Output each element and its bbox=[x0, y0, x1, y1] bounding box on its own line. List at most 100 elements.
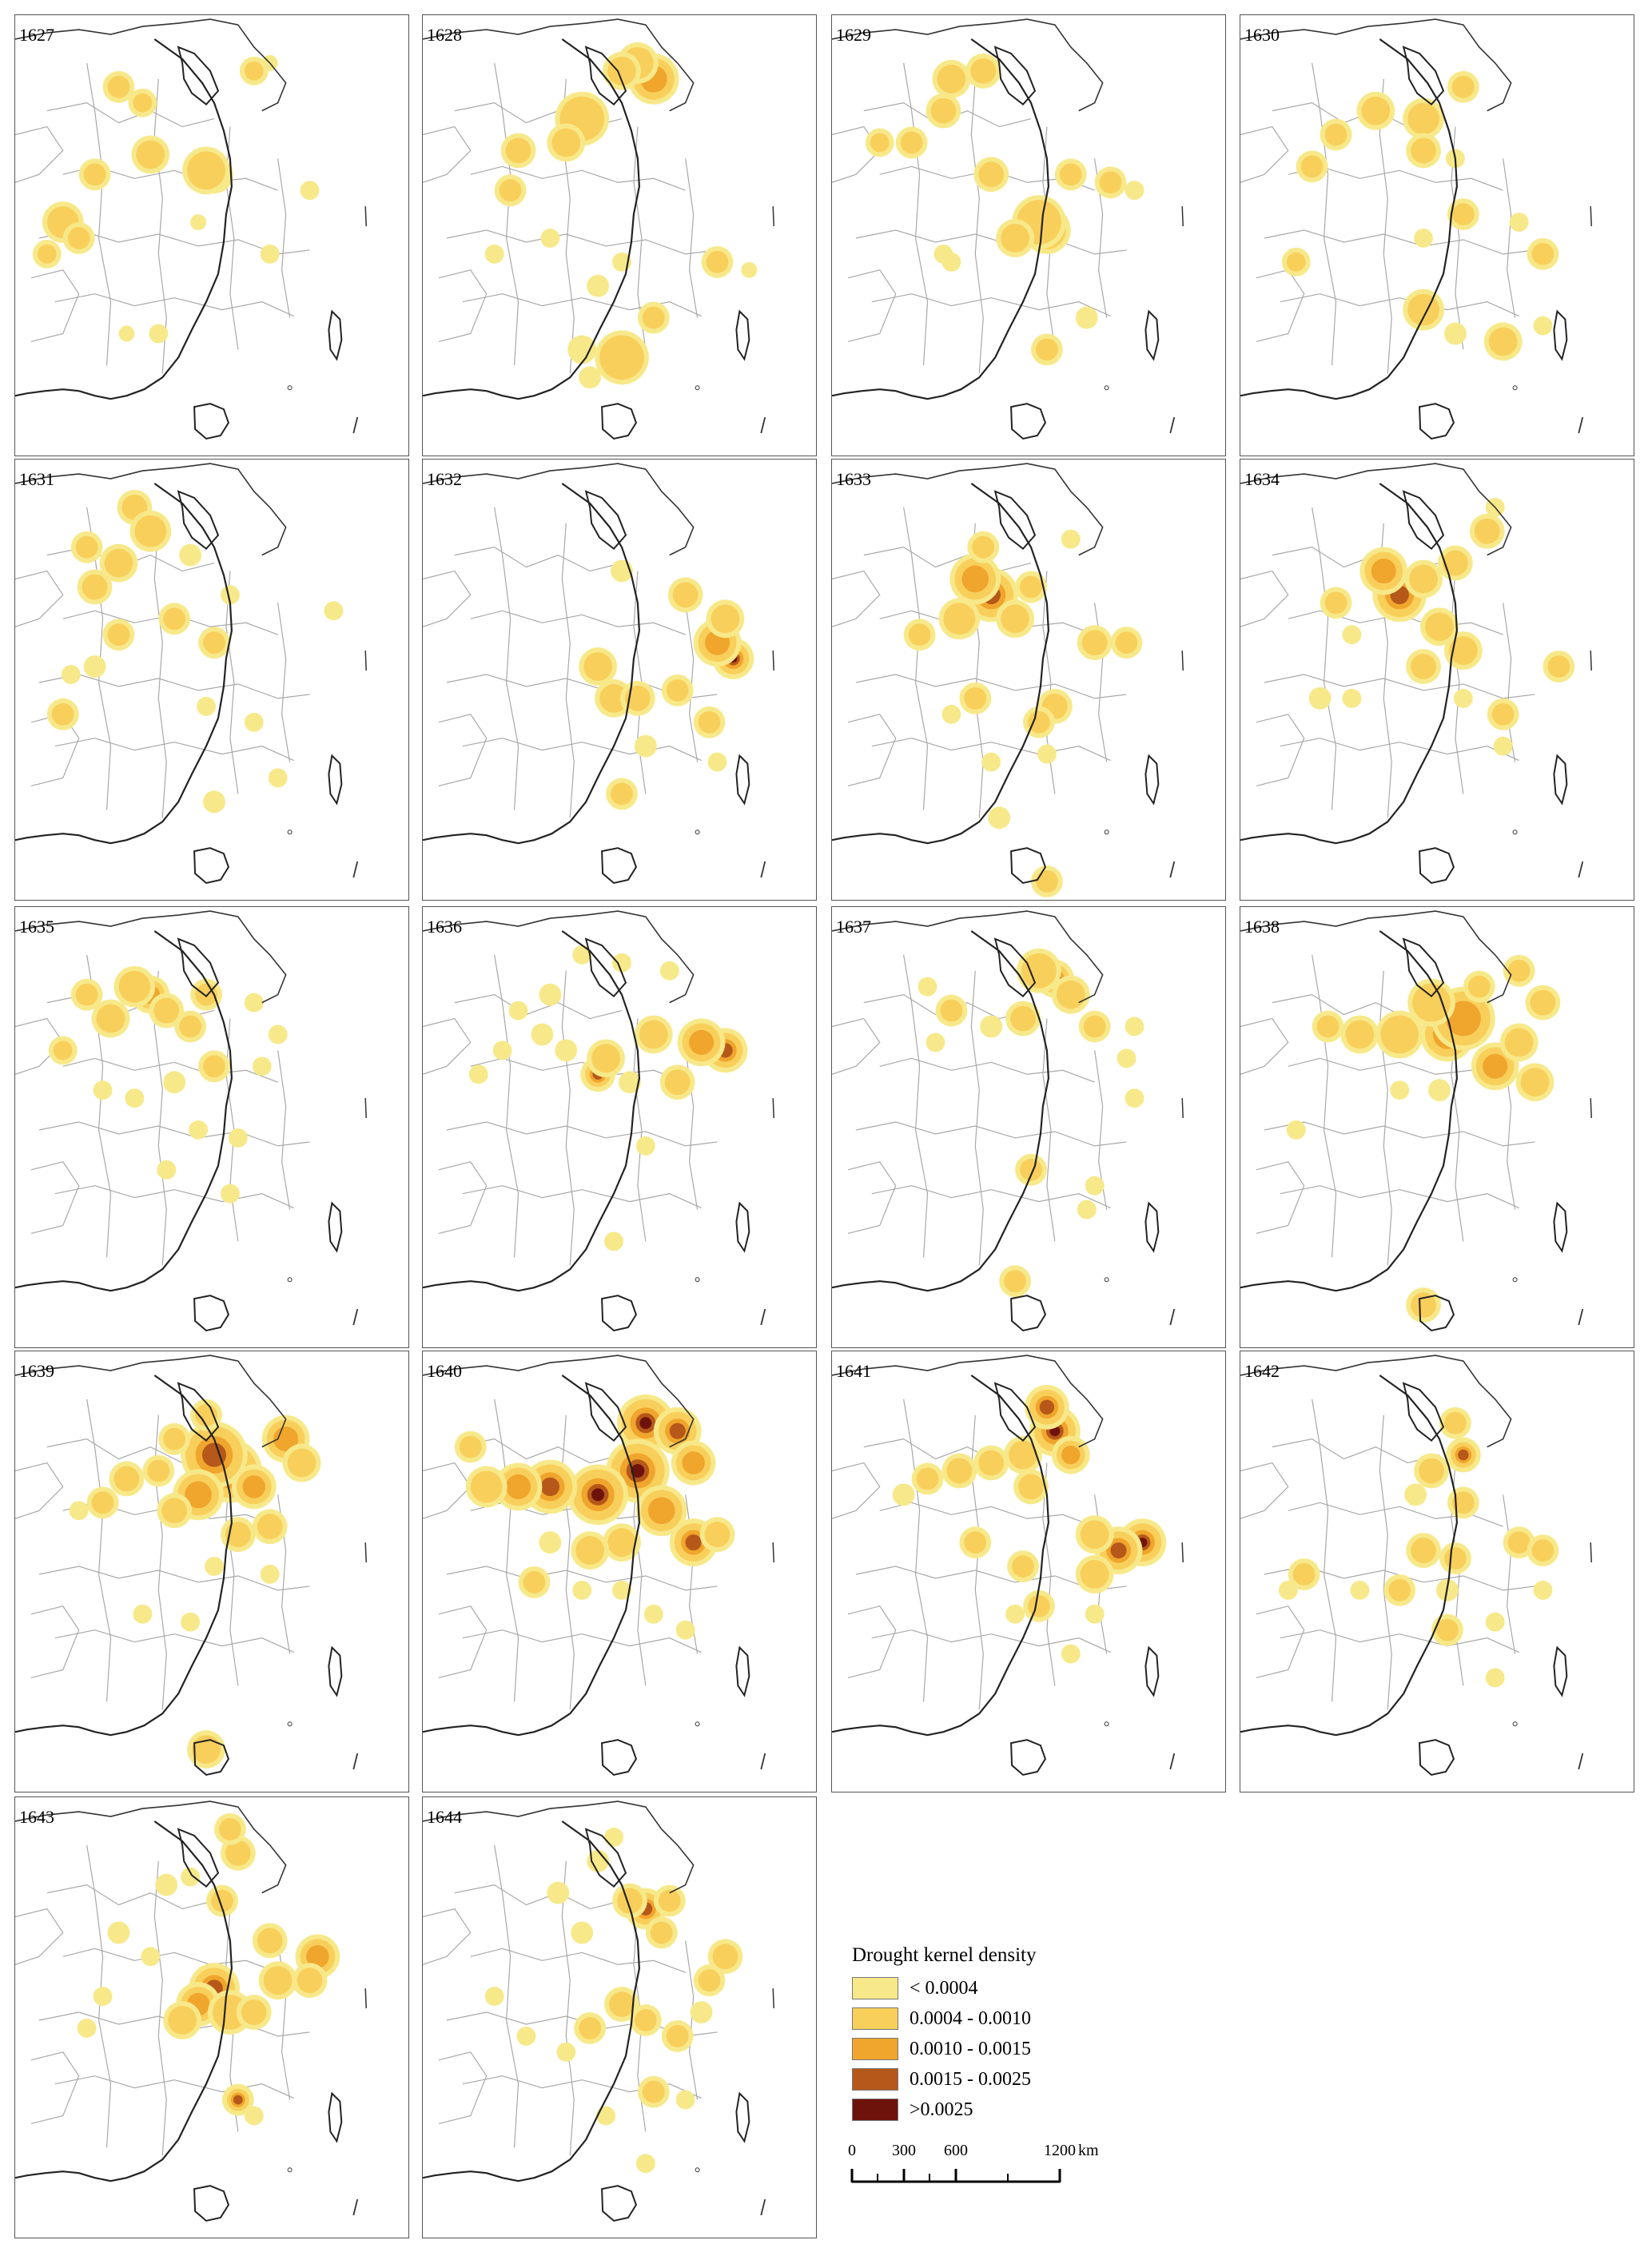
map-svg bbox=[423, 463, 774, 885]
panel-year-label: 1632 bbox=[427, 469, 462, 489]
density-blob bbox=[260, 244, 280, 264]
density-blob bbox=[964, 1531, 987, 1554]
density-blob bbox=[1530, 989, 1556, 1016]
province-boundary bbox=[462, 738, 702, 762]
taiwan-island bbox=[1144, 754, 1160, 806]
density-blob bbox=[1442, 550, 1468, 576]
province-boundary bbox=[1503, 158, 1516, 318]
density-blob bbox=[244, 61, 264, 81]
density-core bbox=[201, 1442, 227, 1467]
density-blob bbox=[1077, 1200, 1097, 1219]
density-blob bbox=[635, 1136, 655, 1156]
density-blob bbox=[1300, 155, 1324, 178]
density-blob bbox=[607, 56, 636, 86]
island-mark bbox=[364, 1098, 367, 1119]
province-boundary bbox=[832, 570, 881, 627]
province-boundary bbox=[225, 571, 239, 794]
density-blob bbox=[1056, 980, 1085, 1009]
nanhai-mark bbox=[1578, 416, 1584, 434]
bohai-coastline bbox=[993, 937, 1037, 998]
province-boundary bbox=[153, 78, 167, 374]
density-blob bbox=[1037, 744, 1057, 764]
density-blob bbox=[675, 1620, 695, 1640]
nanhai-mark bbox=[760, 1753, 766, 1770]
map-panel-1637: 1637 bbox=[831, 906, 1226, 1348]
map-panel-1644: 1644 bbox=[422, 1796, 817, 2238]
density-blob bbox=[583, 652, 613, 681]
province-boundary bbox=[462, 1185, 702, 1209]
province-boundary bbox=[1280, 738, 1519, 762]
province-boundary bbox=[903, 1399, 929, 1702]
density-core bbox=[961, 565, 989, 593]
density-blob bbox=[225, 1522, 251, 1548]
density-blob bbox=[572, 1580, 592, 1600]
density-blob bbox=[168, 2006, 197, 2035]
density-blob bbox=[599, 335, 644, 380]
panel-year-label: 1636 bbox=[427, 917, 462, 937]
province-boundary bbox=[15, 570, 64, 627]
density-blob bbox=[1342, 625, 1362, 645]
bohai-coastline bbox=[177, 490, 220, 551]
density-blob bbox=[107, 1921, 130, 1944]
density-blob bbox=[1533, 316, 1553, 336]
density-blob bbox=[1316, 1015, 1340, 1038]
province-boundary bbox=[1312, 507, 1337, 810]
density-blob bbox=[37, 244, 57, 264]
island-mark bbox=[772, 1988, 774, 2009]
density-core bbox=[591, 1488, 605, 1502]
density-blob bbox=[1061, 1644, 1081, 1664]
bohai-coastline bbox=[584, 1828, 627, 1888]
province-boundary bbox=[903, 954, 929, 1258]
density-blob bbox=[1547, 655, 1570, 678]
density-blob bbox=[941, 252, 961, 272]
national-border bbox=[1240, 18, 1512, 112]
province-boundary bbox=[1503, 603, 1516, 762]
density-blob bbox=[1350, 1580, 1370, 1600]
island-dot bbox=[695, 1721, 700, 1727]
province-boundary bbox=[1503, 1494, 1516, 1654]
density-blob bbox=[1080, 1560, 1109, 1589]
island-mark bbox=[772, 1542, 774, 1563]
panel-year-label: 1639 bbox=[19, 1361, 54, 1381]
density-blob bbox=[1009, 1440, 1037, 1470]
density-blob bbox=[1520, 1068, 1550, 1097]
density-blob bbox=[531, 1023, 554, 1046]
density-blob bbox=[468, 1064, 488, 1084]
province-boundary bbox=[438, 269, 488, 343]
density-blob bbox=[1115, 631, 1138, 654]
province-boundary bbox=[470, 1948, 686, 1973]
nanhai-mark bbox=[1169, 416, 1176, 434]
panel-year-label: 1634 bbox=[1244, 469, 1280, 489]
density-blob bbox=[624, 685, 651, 711]
density-blob bbox=[1409, 564, 1438, 594]
taiwan-island bbox=[1144, 309, 1160, 361]
legend-swatch bbox=[852, 1977, 898, 1999]
density-blob bbox=[941, 704, 961, 724]
hainan-island bbox=[1419, 1739, 1455, 1776]
density-blob bbox=[642, 2080, 665, 2103]
density-blob bbox=[459, 1435, 482, 1458]
bohai-coastline bbox=[584, 937, 627, 998]
island-mark bbox=[364, 651, 367, 671]
province-boundary bbox=[855, 1121, 1127, 1147]
island-mark bbox=[1181, 206, 1184, 227]
map-panel-1633: 1633 bbox=[831, 459, 1226, 901]
density-blob bbox=[75, 983, 98, 1006]
density-blob bbox=[1012, 1555, 1034, 1578]
panel-year-label: 1627 bbox=[19, 25, 54, 45]
taiwan-island bbox=[735, 2091, 750, 2143]
map-svg bbox=[1240, 18, 1592, 440]
province-boundary bbox=[561, 1860, 575, 2156]
island-dot bbox=[287, 385, 293, 391]
density-blob bbox=[1020, 575, 1042, 599]
density-blob bbox=[609, 1991, 635, 2018]
national-border bbox=[15, 463, 287, 556]
density-blob bbox=[189, 1120, 209, 1140]
density-blob bbox=[96, 1004, 125, 1033]
province-boundary bbox=[494, 954, 519, 1258]
province-boundary bbox=[847, 714, 897, 787]
hainan-island bbox=[601, 2185, 638, 2222]
legend-title: Drought kernel density bbox=[852, 1944, 1037, 1966]
density-blob bbox=[1411, 1292, 1437, 1319]
coastline bbox=[15, 483, 233, 845]
